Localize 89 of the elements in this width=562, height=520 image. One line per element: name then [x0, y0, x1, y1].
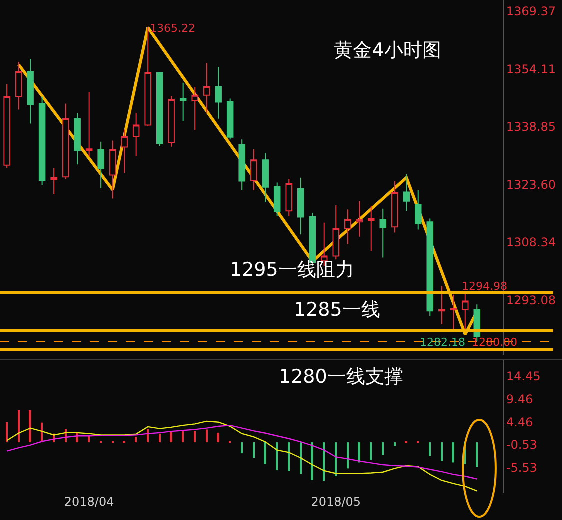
y-tick-label: 1369.37	[506, 4, 556, 19]
candlestick	[203, 62, 210, 114]
candlestick	[98, 141, 104, 189]
bar	[370, 442, 372, 460]
bar	[300, 442, 302, 474]
bar	[194, 431, 196, 443]
y-tick-label: 14.45	[506, 369, 541, 384]
candlestick	[450, 294, 458, 330]
candlestick	[27, 58, 34, 124]
candlestick	[74, 113, 81, 166]
bar	[135, 437, 138, 443]
y-tick-label: 9.46	[506, 392, 534, 406]
candlestick	[180, 82, 187, 122]
line-series	[6, 420, 478, 492]
candlestick	[262, 152, 269, 203]
y-tick-label: -5.53	[506, 461, 538, 476]
candlestick	[4, 84, 10, 169]
annotation: 1294.98	[462, 280, 508, 293]
ref-line-label: 1285一线	[294, 299, 380, 321]
bar	[476, 442, 478, 468]
candlestick	[215, 66, 222, 120]
bar	[241, 442, 243, 454]
candlestick	[50, 168, 58, 196]
bar	[206, 430, 208, 443]
candlestick	[356, 200, 363, 238]
candlestick	[38, 96, 46, 186]
x-tick-label: 2018/04	[64, 495, 114, 509]
y-tick-label: 1293.08	[506, 293, 556, 308]
candlestick	[368, 206, 375, 252]
candlestick	[297, 177, 304, 236]
bar	[358, 442, 360, 463]
annotation: 1365.22	[150, 22, 196, 35]
candlestick	[438, 286, 446, 325]
candlestick	[286, 178, 292, 217]
candlestick	[121, 129, 128, 174]
y-tick-label: -0.53	[506, 438, 538, 452]
bar	[382, 442, 384, 456]
candlestick	[109, 140, 116, 200]
x-tick-label: 2018/05	[311, 495, 362, 509]
bar	[311, 442, 314, 480]
y-tick-label: 1308.34	[506, 236, 556, 250]
candlestick	[250, 148, 258, 191]
candlestick	[15, 62, 22, 110]
bar	[264, 442, 266, 464]
bar	[18, 410, 20, 443]
candlestick	[426, 218, 434, 317]
y-tick-label: 1338.85	[506, 120, 556, 134]
bar	[347, 442, 349, 469]
candlestick	[380, 208, 386, 258]
bar	[323, 442, 326, 482]
bar	[452, 442, 454, 463]
line-series	[6, 424, 478, 480]
candlestick	[403, 174, 410, 212]
candlestick	[462, 292, 469, 332]
candlestick	[132, 112, 140, 157]
y-tick-label: 1354.11	[506, 62, 556, 76]
annotation: 1280.00	[472, 336, 518, 349]
candlestick	[144, 26, 152, 127]
candlestick	[86, 91, 93, 158]
ref-line-label: 1295一线阻力	[230, 259, 354, 281]
candlestick	[226, 98, 234, 140]
y-tick-label: 1323.60	[506, 178, 556, 192]
candlestick	[274, 182, 281, 217]
bar	[394, 442, 396, 446]
candlestick	[332, 205, 340, 260]
bar	[288, 442, 290, 472]
bar	[217, 432, 220, 443]
candlestick	[168, 96, 175, 148]
text: 黄金4小时图	[334, 40, 442, 62]
candlestick	[62, 103, 70, 180]
bar	[182, 432, 184, 443]
bar	[170, 432, 172, 443]
bar	[253, 442, 255, 458]
candlestick	[391, 180, 398, 234]
candlestick	[344, 209, 352, 245]
bar	[276, 442, 278, 471]
y-tick-label: 4.46	[506, 415, 534, 430]
candlestick	[415, 190, 422, 230]
annotation: 1282.18	[420, 336, 466, 349]
candlestick	[192, 86, 198, 131]
candlestick	[238, 139, 246, 191]
bar	[441, 442, 443, 462]
bar	[429, 442, 431, 456]
bar	[29, 410, 32, 443]
bar	[159, 434, 161, 443]
bar	[6, 422, 8, 443]
bar	[335, 442, 337, 476]
candlestick	[156, 72, 164, 147]
ref-line-label: 1280一线支撑	[279, 366, 404, 388]
